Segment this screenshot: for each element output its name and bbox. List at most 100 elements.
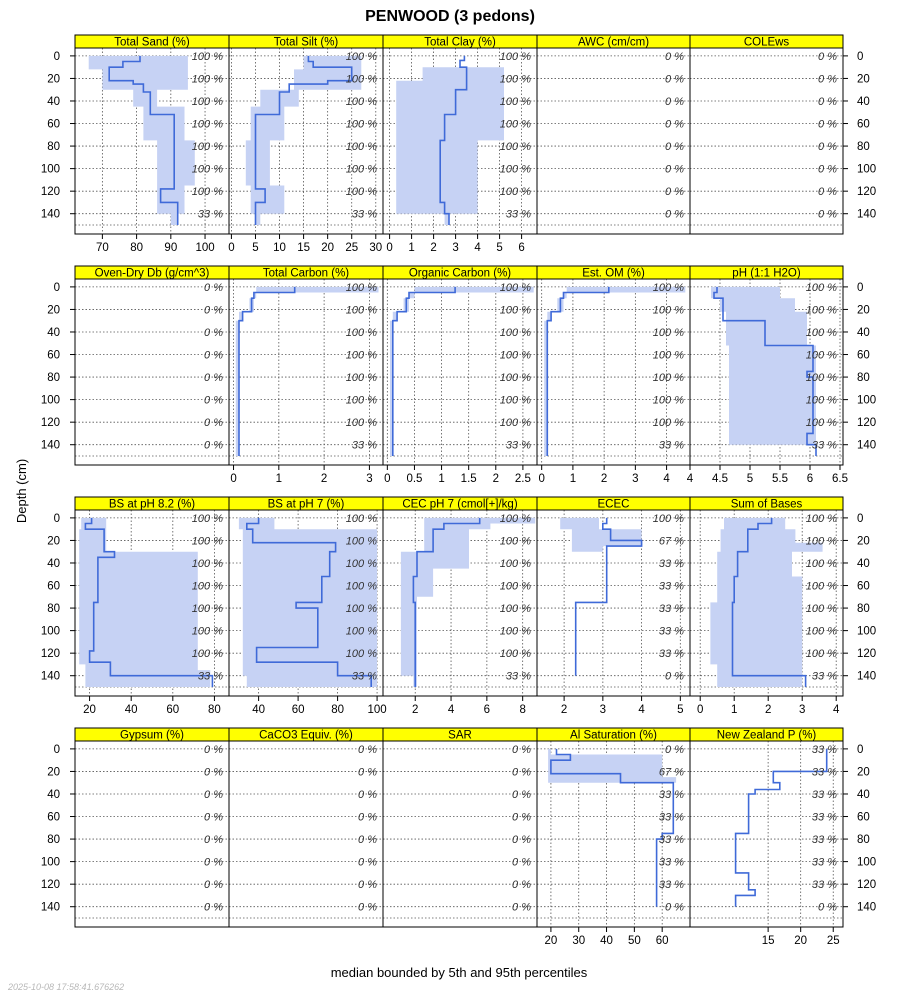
y-tick-label: 40 — [857, 789, 870, 801]
pct-label: 0 % — [665, 96, 684, 108]
pct-label: 100 % — [500, 603, 531, 615]
pct-label: 33 % — [506, 440, 531, 452]
panel-17: CaCO3 Equiv. (%) 0 % 0 % 0 % 0 % 0 % 0 % 0 % 0 % — [228, 727, 384, 928]
pct-label: 100 % — [500, 186, 531, 198]
y-tick-label: 40 — [857, 558, 870, 570]
y-tick-label: 120 — [857, 648, 876, 660]
panel-strip-label: Est. OM (%) — [582, 268, 645, 280]
pct-label: 100 % — [192, 626, 223, 638]
pct-label: 0 % — [665, 671, 684, 683]
x-tick-label: 15 — [297, 242, 310, 254]
panel-2: Total Silt (%) 100 % 100 % 100 % 100 % 100 % 1… — [228, 34, 384, 254]
x-tick-label: 4 — [687, 473, 694, 485]
y-tick-label: 0 — [54, 744, 60, 756]
pct-label: 100 % — [346, 119, 377, 131]
y-tick-label: 80 — [857, 141, 870, 153]
pct-label: 0 % — [204, 834, 223, 846]
pct-label: 100 % — [806, 372, 837, 384]
pct-label: 100 % — [346, 304, 377, 316]
x-tick-label: 1.5 — [461, 473, 477, 485]
pct-label: 100 % — [500, 304, 531, 316]
x-tick-label: 0.5 — [406, 473, 422, 485]
panel-strip-label: AWC (cm/cm) — [578, 37, 649, 49]
x-tick-label: 2 — [412, 704, 418, 716]
x-tick-label: 3 — [632, 473, 638, 485]
panel-strip-label: ECEC — [598, 499, 630, 511]
pct-label: 100 % — [806, 282, 837, 294]
pct-label: 33 % — [352, 209, 377, 221]
panel-strip-label: Organic Carbon (%) — [409, 268, 511, 280]
x-tick-label: 0 — [386, 242, 392, 254]
pct-label: 0 % — [204, 766, 223, 778]
y-tick-label: 120 — [41, 417, 60, 429]
x-tick-label: 70 — [96, 242, 109, 254]
pct-label: 100 % — [346, 372, 377, 384]
pct-label: 67 % — [659, 766, 684, 778]
pct-label: 33 % — [812, 766, 837, 778]
panel-strip-label: Total Silt (%) — [274, 37, 339, 49]
pct-label: 100 % — [806, 603, 837, 615]
y-tick-label: 20 — [47, 304, 60, 316]
panel-strip-label: pH (1:1 H2O) — [732, 268, 801, 280]
panel-frame — [689, 47, 844, 235]
panel-strip-label: Total Clay (%) — [424, 37, 496, 49]
pct-label: 0 % — [818, 96, 837, 108]
pct-label: 33 % — [659, 558, 684, 570]
percentile-band — [400, 517, 536, 687]
pct-label: 100 % — [346, 417, 377, 429]
panel-10: pH (1:1 H2O) 100 % 100 % 100 % 100 % 100 % 100… — [687, 265, 876, 485]
pct-label: 0 % — [358, 902, 377, 914]
x-tick-label: 20 — [321, 242, 334, 254]
x-tick-label: 4 — [833, 704, 840, 716]
median-line — [84, 517, 214, 687]
x-tick-label: 2 — [561, 704, 567, 716]
pct-label: 0 % — [204, 440, 223, 452]
x-tick-label: 60 — [656, 935, 669, 947]
x-tick-label: 40 — [600, 935, 613, 947]
pct-label: 100 % — [806, 535, 837, 547]
pct-label: 100 % — [500, 372, 531, 384]
panel-3: Total Clay (%) 100 % 100 % 100 % 100 % 100 % 1… — [382, 34, 538, 254]
x-tick-label: 4 — [474, 242, 481, 254]
percentile-band — [235, 286, 379, 456]
pct-label: 33 % — [659, 603, 684, 615]
y-tick-label: 60 — [47, 581, 60, 593]
pct-label: 100 % — [500, 535, 531, 547]
pct-label: 0 % — [665, 902, 684, 914]
y-tick-label: 60 — [857, 350, 870, 362]
x-tick-label: 2 — [765, 704, 771, 716]
percentile-band — [390, 286, 534, 456]
x-tick-label: 20 — [83, 704, 96, 716]
pct-label: 0 % — [512, 879, 531, 891]
pct-label: 0 % — [512, 834, 531, 846]
y-tick-label: 80 — [47, 372, 60, 384]
pct-label: 33 % — [659, 812, 684, 824]
y-tick-label: 0 — [857, 744, 863, 756]
y-tick-label: 100 — [857, 395, 876, 407]
pct-label: 33 % — [198, 671, 223, 683]
x-tick-label: 6 — [807, 473, 813, 485]
pct-label: 0 % — [204, 879, 223, 891]
pct-label: 100 % — [806, 558, 837, 570]
x-tick-label: 1 — [408, 242, 414, 254]
pct-label: 0 % — [665, 141, 684, 153]
median-line — [412, 517, 481, 687]
pct-label: 0 % — [512, 902, 531, 914]
y-tick-label: 0 — [857, 513, 863, 525]
x-tick-label: 1 — [731, 704, 737, 716]
pct-label: 100 % — [500, 513, 531, 525]
x-tick-label: 1 — [276, 473, 282, 485]
x-tick-label: 1 — [438, 473, 444, 485]
x-tick-label: 3 — [600, 704, 606, 716]
x-tick-label: 60 — [166, 704, 179, 716]
pct-label: 100 % — [653, 350, 684, 362]
pct-label: 100 % — [653, 417, 684, 429]
x-tick-label: 2 — [430, 242, 436, 254]
panel-strip-label: BS at pH 7 (%) — [268, 499, 345, 511]
median-line — [546, 286, 610, 456]
y-tick-label: 0 — [54, 513, 60, 525]
x-tick-label: 4 — [448, 704, 455, 716]
median-line — [731, 517, 807, 687]
pct-label: 100 % — [500, 119, 531, 131]
percentile-band — [245, 55, 362, 226]
